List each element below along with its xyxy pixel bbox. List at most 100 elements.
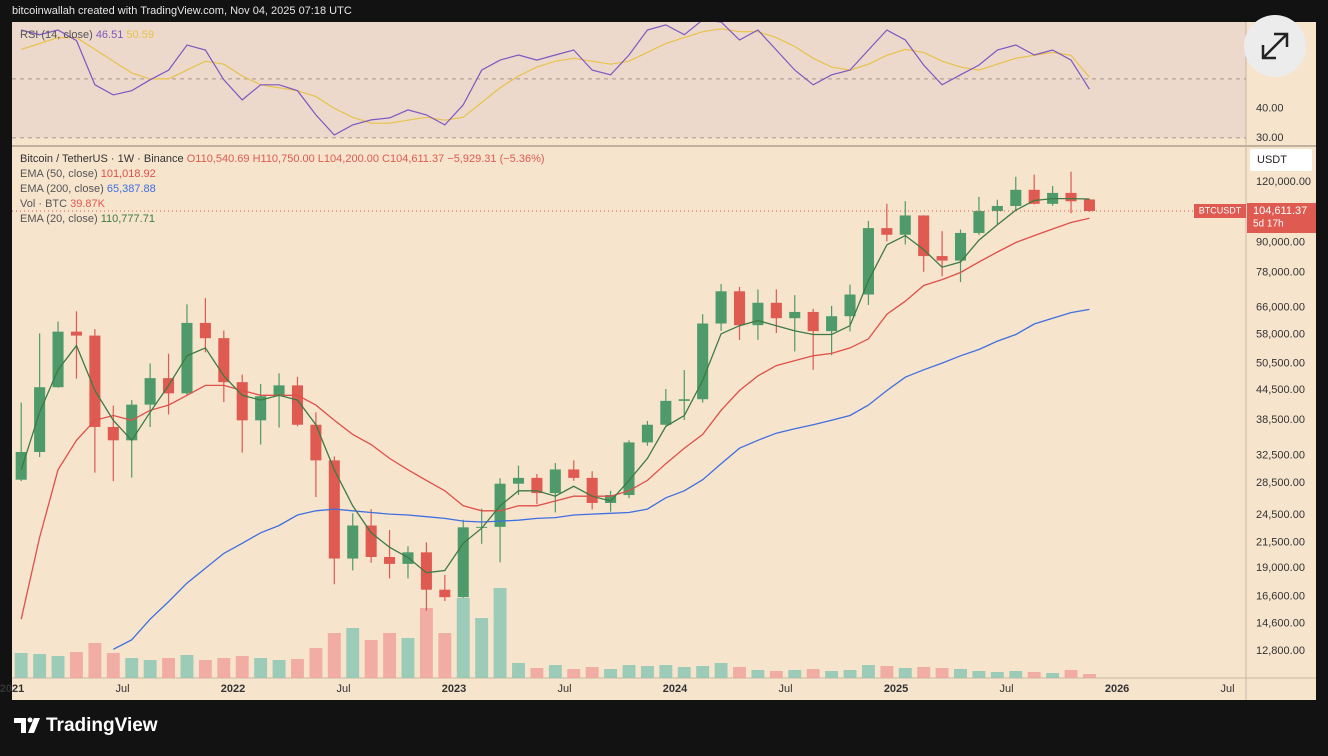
candle-body — [807, 311, 819, 332]
volume-bar — [898, 668, 912, 678]
currency-label: USDT — [1257, 154, 1287, 166]
candle-body — [844, 294, 856, 317]
y-tick-label: 12,800.00 — [1256, 645, 1305, 657]
volume-bar — [677, 667, 691, 678]
rsi-tick-label: 40.00 — [1256, 102, 1284, 114]
candle-body — [733, 291, 746, 326]
legend-value: 50.59 — [126, 29, 154, 41]
volume-bar — [272, 660, 286, 678]
candle-body — [107, 426, 119, 441]
candle-body — [549, 469, 561, 494]
y-tick-label: 90,000.00 — [1256, 236, 1305, 248]
volume-bar — [475, 618, 489, 678]
legend-name: EMA (200, close) — [20, 183, 104, 195]
y-tick-label: 38,500.00 — [1256, 414, 1305, 426]
legend-row: EMA (50, close) 101,018.92 — [20, 168, 156, 180]
candle-body — [89, 335, 101, 427]
footer-logo: TradingView — [14, 715, 158, 736]
candle-body — [715, 291, 727, 324]
x-tick-label: 2024 — [663, 683, 688, 695]
volume-bar — [88, 643, 102, 678]
candle-body — [918, 215, 930, 257]
candle-body — [15, 451, 27, 480]
legend-value: 65,387.88 — [107, 183, 156, 195]
candle-body — [623, 442, 635, 496]
y-tick-label: 120,000.00 — [1256, 176, 1311, 188]
volume-bar — [162, 658, 175, 678]
rsi-ma-line — [21, 28, 1090, 124]
candle-body — [34, 387, 46, 452]
x-tick-label: Jul — [1000, 683, 1014, 695]
candle-body — [291, 385, 304, 425]
y-tick-label: 19,000.00 — [1256, 562, 1305, 574]
legend-row: Vol · BTC 39.87K — [20, 198, 106, 210]
volume-bar — [788, 670, 802, 678]
main-pane — [12, 171, 1246, 678]
candle-body — [218, 338, 230, 383]
candle-body — [126, 404, 138, 441]
candle-body — [697, 323, 709, 400]
x-tick-label: Jul — [1221, 683, 1235, 695]
ema-line — [113, 308, 1090, 650]
candle-body — [991, 205, 1003, 212]
volume-bar — [696, 666, 710, 678]
y-tick-label: 66,000.00 — [1256, 301, 1305, 313]
candle-body — [255, 396, 267, 421]
y-tick-label: 28,500.00 — [1256, 477, 1305, 489]
legend-row: EMA (200, close) 65,387.88 — [20, 183, 156, 195]
volume-bar — [1046, 673, 1060, 678]
candle-body — [586, 477, 598, 503]
x-tick-label: 2025 — [884, 683, 908, 695]
volume-bar — [217, 658, 231, 678]
countdown-label: 5d 17h — [1253, 219, 1284, 230]
header-text: bitcoinwallah created with TradingView.c… — [12, 5, 352, 17]
volume-bar — [917, 667, 931, 678]
volume-bar — [935, 668, 949, 678]
candle-body — [236, 382, 248, 421]
volume-bar — [14, 653, 28, 678]
ohlc-text: O110,540.69 H110,750.00 L104,200.00 C104… — [187, 153, 545, 165]
volume-bar — [180, 655, 194, 678]
y-tick-label: 32,500.00 — [1256, 450, 1305, 462]
candle-body — [1028, 189, 1040, 204]
candle-body — [826, 316, 838, 332]
last-price-label: 104,611.37 — [1253, 205, 1307, 217]
x-tick-label: 2021 — [0, 683, 24, 695]
expand-icon — [1261, 32, 1289, 60]
legend-name: EMA (20, close) — [20, 213, 98, 225]
candle-body — [1065, 192, 1077, 202]
candle-body — [181, 322, 193, 394]
legend-name: Vol · BTC — [20, 198, 67, 210]
x-tick-label: Jul — [115, 683, 129, 695]
volume-bar — [1064, 670, 1078, 678]
candle-body — [457, 527, 469, 598]
volume-bar — [640, 666, 654, 678]
candle-body — [70, 331, 82, 336]
volume-bar — [825, 671, 839, 678]
volume-bar — [346, 628, 360, 678]
candle-body — [660, 400, 672, 425]
volume-bar — [309, 648, 323, 678]
ema-line — [20, 197, 1090, 574]
y-tick-label: 44,500.00 — [1256, 384, 1305, 396]
volume-bar — [364, 640, 378, 678]
volume-bar — [493, 588, 507, 678]
legend-value: 110,777.71 — [101, 213, 155, 225]
y-tick-label: 78,000.00 — [1256, 266, 1305, 278]
candle-body — [273, 385, 285, 397]
volume-bar — [33, 654, 47, 678]
x-tick-label: Jul — [779, 683, 793, 695]
candle-body — [199, 322, 211, 339]
volume-bar — [456, 598, 470, 678]
candle-body — [954, 232, 967, 261]
volume-bar — [1009, 671, 1023, 678]
legend-row: Bitcoin / TetherUS · 1W · Binance O110,5… — [20, 153, 545, 165]
candle-body — [365, 525, 377, 557]
x-tick-label: 2023 — [442, 683, 466, 695]
legend-name: RSI (14, close) — [20, 29, 93, 41]
candle-body — [52, 331, 64, 388]
x-tick-label: 2022 — [221, 683, 245, 695]
ema-line — [20, 217, 1090, 620]
volume-bar — [106, 653, 120, 678]
